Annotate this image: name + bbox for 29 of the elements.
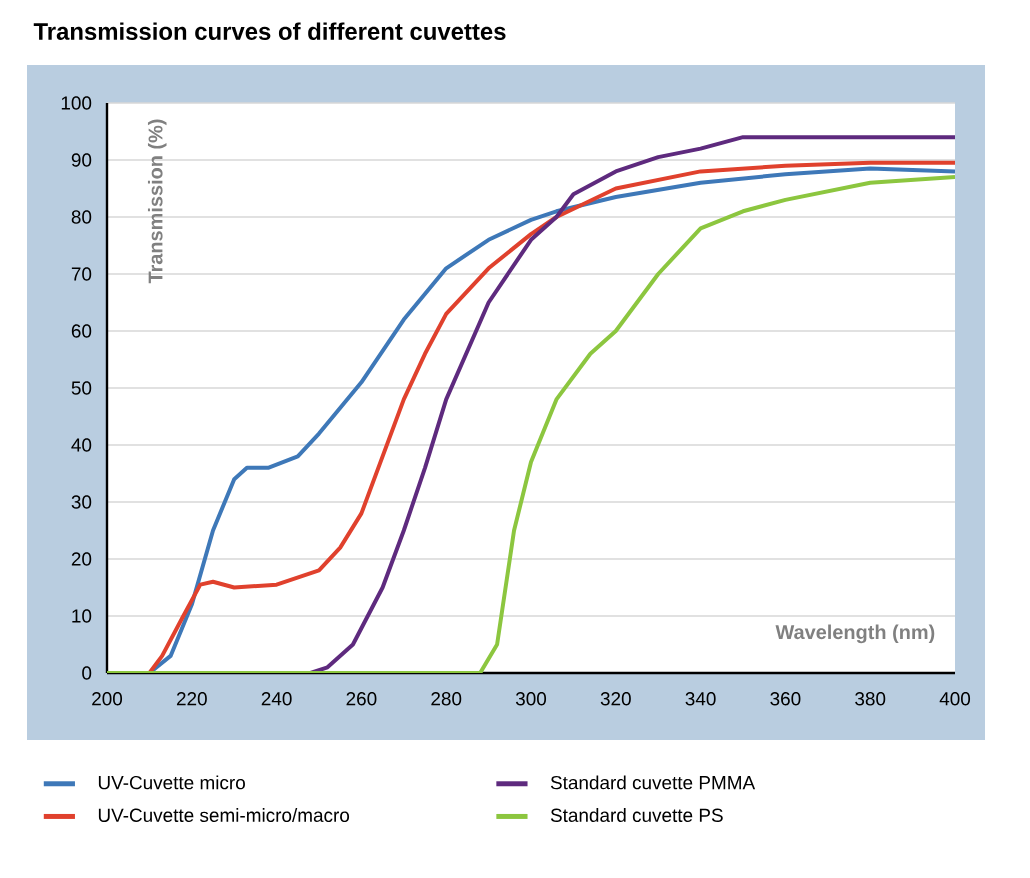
y-tick-label: 100 xyxy=(61,96,92,110)
y-tick-label: 40 xyxy=(71,438,92,452)
y-tick-label: 30 xyxy=(71,495,92,509)
y-tick-label: 80 xyxy=(71,210,92,224)
x-tick-label: 300 xyxy=(515,692,547,706)
x-tick-label: 220 xyxy=(176,692,207,706)
x-tick-label: 200 xyxy=(92,692,123,706)
x-tick-label: 260 xyxy=(346,692,377,706)
y-tick-label: 20 xyxy=(71,552,92,566)
x-tick-label: 320 xyxy=(600,692,631,706)
x-tick-label: 400 xyxy=(939,692,971,706)
x-tick-label: 240 xyxy=(261,692,292,706)
y-tick-label: 0 xyxy=(82,666,92,680)
x-axis-title: Wavelength (nm) xyxy=(775,624,935,644)
x-tick-label: 380 xyxy=(855,692,886,706)
legend-label: UV-Cuvette semi-micro/macro xyxy=(98,808,350,822)
legend-label: Standard cuvette PS xyxy=(550,808,723,822)
legend-label: Standard cuvette PMMA xyxy=(550,775,756,790)
y-tick-label: 10 xyxy=(72,609,92,623)
x-tick-label: 340 xyxy=(685,692,716,706)
x-tick-label: 360 xyxy=(770,692,801,706)
chart-title: Transmission curves of different cuvettes xyxy=(33,22,506,40)
y-tick-label: 90 xyxy=(71,153,92,167)
x-tick-label: 280 xyxy=(431,692,462,706)
y-tick-label: 50 xyxy=(71,381,92,395)
y-axis-title: Transmission (%) xyxy=(147,119,167,284)
y-tick-label: 70 xyxy=(71,267,92,281)
legend-label: UV-Cuvette micro xyxy=(98,775,245,790)
y-tick-label: 60 xyxy=(71,324,92,338)
